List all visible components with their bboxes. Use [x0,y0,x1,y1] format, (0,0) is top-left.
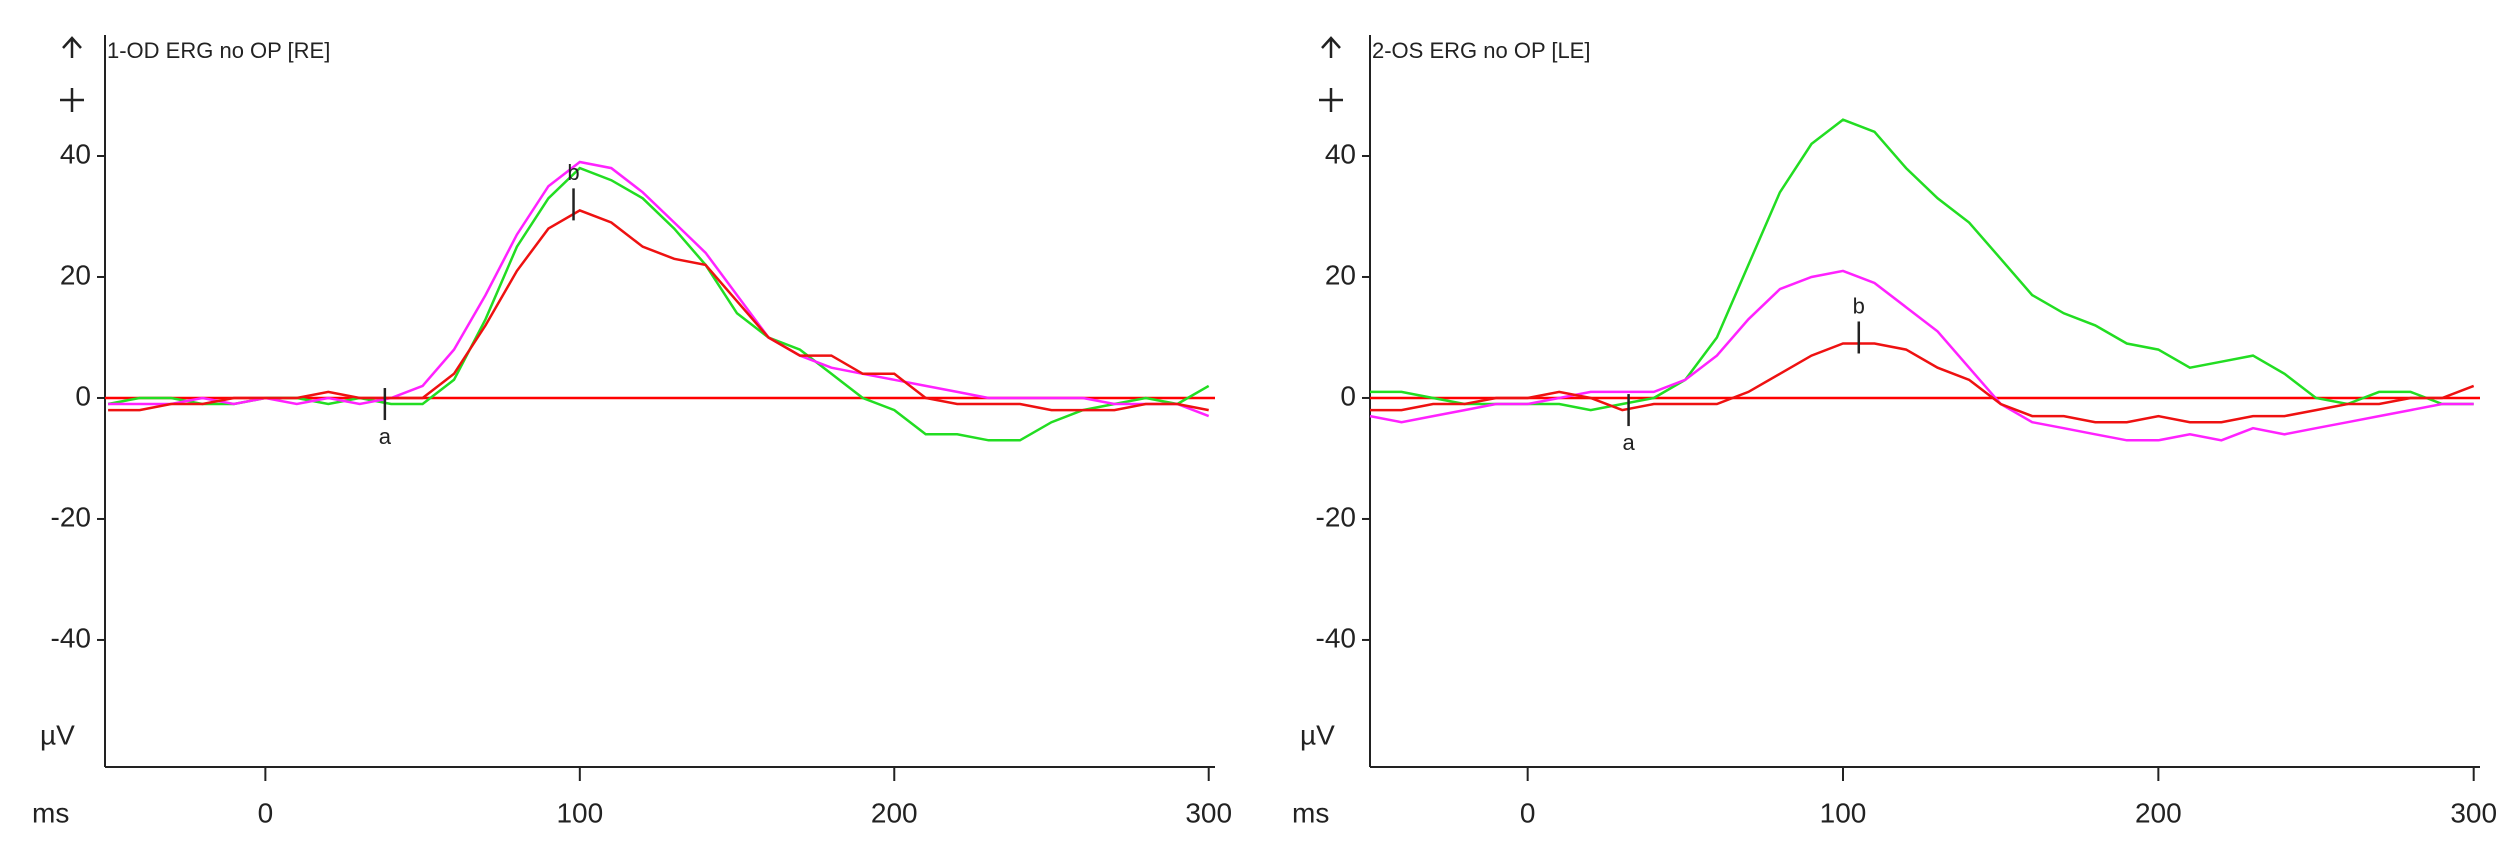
y-tick-label: 0 [1340,380,1356,411]
x-tick-label: 300 [2450,797,2497,828]
x-tick-label: 200 [871,797,918,828]
series-line [108,209,1209,412]
x-axis-label: ms [1292,797,1329,828]
y-tick-label: 0 [75,380,91,411]
up-arrow-icon [62,36,82,58]
y-tick-label: -40 [51,622,91,653]
y-tick-label: -40 [1316,622,1356,653]
x-tick-label: 0 [1520,797,1536,828]
chart-title: 1-OD ERG no OP [RE] [107,38,330,63]
series-line [1370,118,2474,412]
x-axis-label: ms [32,797,69,828]
peak-label: b [567,160,579,185]
x-tick-label: 100 [1820,797,1867,828]
peak-label: b [1853,293,1865,318]
y-tick-label: -20 [1316,501,1356,532]
up-arrow-icon [1321,36,1341,58]
series-line [1370,342,2475,424]
x-tick-label: 200 [2135,797,2182,828]
y-axis-label: µV [40,719,75,750]
y-tick-label: 40 [1325,138,1356,169]
y-tick-label: 40 [60,138,91,169]
icons [60,36,1343,112]
plus-icon [1319,88,1343,112]
y-tick-label: 20 [60,259,91,290]
series-line [108,160,1210,418]
plus-icon [60,88,84,112]
peak-label: a [379,424,392,449]
y-tick-label: 20 [1325,259,1356,290]
y-axis-label: µV [1300,719,1335,750]
series-line [1369,269,2474,442]
chart-title: 2-OS ERG no OP [LE] [1372,38,1590,63]
x-tick-label: 300 [1185,797,1232,828]
x-tick-label: 0 [258,797,274,828]
peak-label: a [1622,430,1635,455]
x-tick-label: 100 [556,797,603,828]
y-tick-label: -20 [51,501,91,532]
